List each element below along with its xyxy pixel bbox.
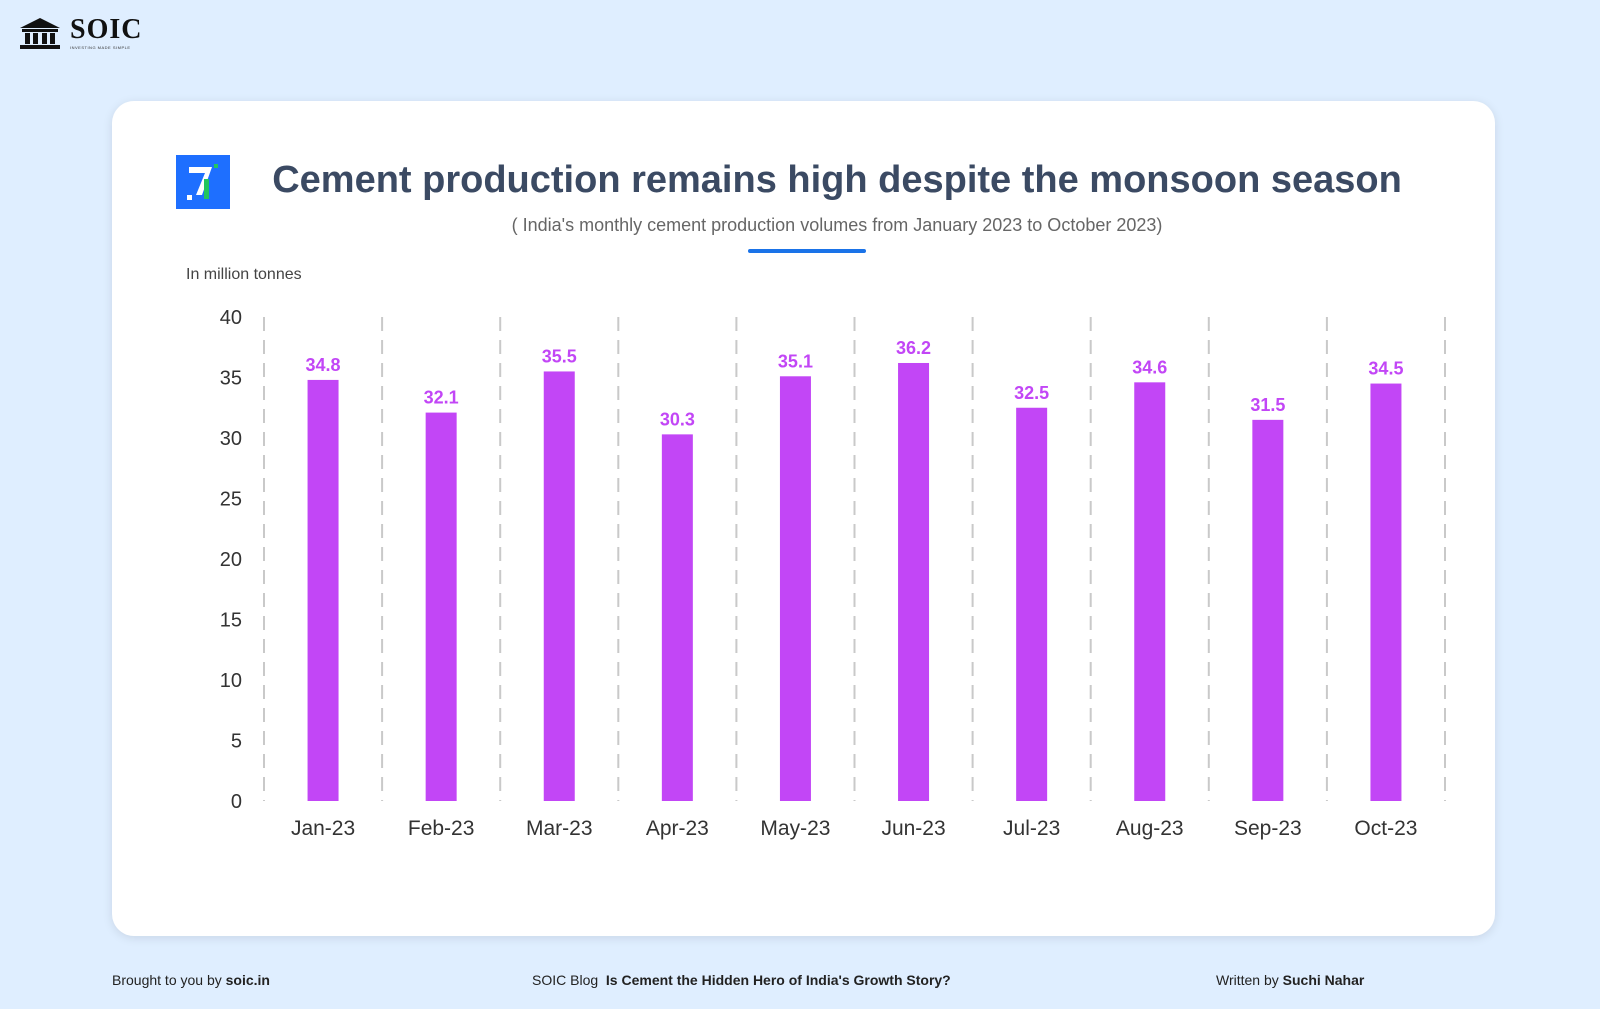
x-tick-label: Jan-23 — [291, 817, 355, 840]
footer-credit-prefix: Brought to you by — [112, 972, 222, 988]
data-label: 31.5 — [1250, 395, 1285, 415]
chart-subtitle: ( India's monthly cement production volu… — [511, 215, 1163, 235]
bar — [307, 379, 339, 801]
footer-blog-prefix: SOIC Blog — [532, 972, 599, 988]
x-tick-label: May-23 — [760, 817, 830, 840]
y-tick-label: 25 — [220, 489, 242, 511]
brand-name: SOIC — [70, 14, 143, 45]
bank-building-icon — [20, 18, 60, 49]
x-tick-label: Apr-23 — [646, 817, 709, 840]
brand-logo[interactable]: SOIC INVESTING MADE SIMPLE — [18, 16, 142, 50]
x-tick-label: Mar-23 — [526, 817, 593, 840]
data-label: 30.3 — [660, 409, 695, 429]
chart-title: Cement production remains high despite t… — [272, 159, 1402, 201]
bar-chart: In million tonnes 0 5 10 15 20 25 30 35 40 34.8 Jan… — [186, 266, 1446, 840]
bar — [1134, 382, 1166, 801]
seven-logo-icon — [176, 155, 230, 209]
y-axis-label: In million tonnes — [186, 266, 302, 283]
data-label: 34.5 — [1368, 359, 1403, 379]
data-label: 34.8 — [306, 355, 341, 375]
bar — [1016, 407, 1048, 801]
brand-tagline: INVESTING MADE SIMPLE — [70, 45, 131, 50]
footer-author: Written by Suchi Nahar — [1216, 972, 1364, 988]
bar — [779, 376, 811, 801]
footer-blog: SOIC Blog Is Cement the Hidden Hero of I… — [532, 972, 951, 988]
footer-credit: Brought to you by soic.in — [112, 972, 270, 988]
data-label: 34.6 — [1132, 357, 1167, 377]
title-underline — [748, 249, 866, 253]
data-label: 32.5 — [1014, 383, 1049, 403]
y-tick-label: 30 — [220, 428, 242, 450]
y-tick-label: 40 — [220, 307, 242, 329]
x-tick-label: Jul-23 — [1003, 817, 1060, 840]
data-label: 35.5 — [542, 346, 577, 366]
y-tick-label: 35 — [220, 368, 242, 390]
footer-blog-title[interactable]: Is Cement the Hidden Hero of India's Gro… — [605, 972, 951, 988]
data-label: 32.1 — [424, 388, 459, 408]
x-tick-label: Feb-23 — [408, 817, 475, 840]
data-label: 35.1 — [778, 351, 813, 371]
y-tick-label: 5 — [231, 731, 242, 753]
bar — [543, 371, 575, 801]
bar — [661, 434, 693, 801]
y-tick-label: 0 — [231, 791, 242, 813]
bar — [425, 412, 457, 801]
y-tick-label: 15 — [220, 610, 242, 632]
bar — [898, 362, 930, 801]
footer-author-prefix: Written by — [1216, 972, 1279, 988]
chart-card: Cement production remains high despite t… — [112, 101, 1495, 936]
y-tick-label: 20 — [220, 549, 242, 571]
x-tick-label: Oct-23 — [1354, 817, 1417, 840]
x-tick-label: Jun-23 — [881, 817, 945, 840]
bar — [1252, 419, 1284, 801]
data-label: 36.2 — [896, 338, 931, 358]
bar — [1370, 383, 1402, 801]
footer-author-name: Suchi Nahar — [1282, 972, 1365, 988]
footer-site-link[interactable]: soic.in — [225, 972, 270, 988]
x-tick-label: Aug-23 — [1116, 817, 1184, 840]
y-tick-label: 10 — [220, 670, 242, 692]
x-tick-label: Sep-23 — [1234, 817, 1302, 840]
